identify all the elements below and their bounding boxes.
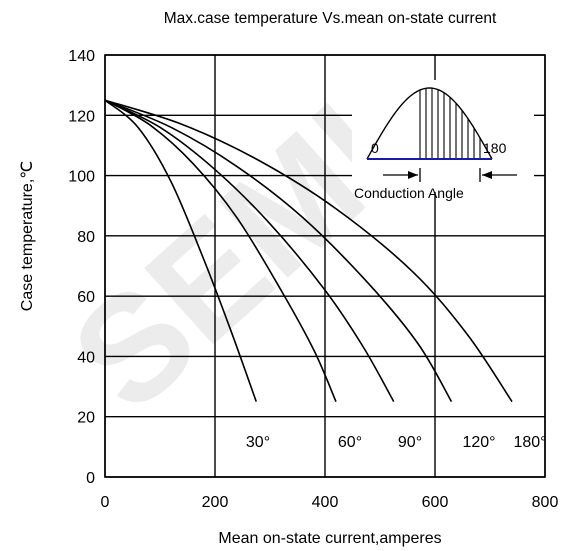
y-tick-label: 120	[68, 108, 95, 125]
series-line-4	[104, 99, 453, 403]
x-tick-label: 600	[422, 494, 449, 511]
x-axis-ticks: 0 200 400 600 800	[101, 494, 559, 511]
x-tick-label: 800	[532, 494, 559, 511]
y-tick-label: 40	[77, 349, 95, 366]
curve-label-2: 60°	[338, 434, 362, 451]
inset-right-label: 180	[483, 140, 507, 156]
inset-half-sine	[366, 87, 493, 160]
x-tick-label: 400	[312, 494, 339, 511]
chart-title: Max.case temperature Vs.mean on-state cu…	[164, 10, 497, 27]
inset-caption: Conduction Angle	[354, 185, 464, 201]
series-line-3	[104, 99, 395, 403]
x-axis-title: Mean on-state current,amperes	[218, 530, 441, 547]
y-tick-label: 0	[86, 470, 95, 487]
curve-label-4: 120°	[462, 434, 495, 451]
series-curves	[104, 99, 513, 403]
inset-background	[352, 80, 534, 192]
x-tick-label: 200	[202, 494, 229, 511]
inset-right-arrow-head	[482, 171, 492, 179]
curve-label-5: 180°	[513, 434, 546, 451]
y-tick-label: 20	[77, 410, 95, 427]
curve-label-3: 90°	[398, 434, 422, 451]
y-tick-label: 60	[77, 289, 95, 306]
y-axis-title: Case temperature,℃	[19, 161, 36, 311]
curve-labels: 30° 60° 90° 120° 180°	[246, 434, 547, 451]
plot-frame	[104, 54, 546, 478]
inset-left-label: 0	[371, 140, 379, 156]
conduction-angle-inset: 0 180 Conduction Angle	[352, 80, 534, 201]
y-tick-label: 100	[68, 169, 95, 186]
series-line-5	[104, 99, 513, 403]
inset-left-arrow-head	[408, 171, 418, 179]
inset-hatching	[419, 88, 481, 159]
x-tick-label: 0	[101, 494, 110, 511]
curve-label-1: 30°	[246, 434, 270, 451]
series-line-2	[104, 99, 337, 402]
series-line-1	[104, 99, 258, 402]
y-axis-ticks: 0 20 40 60 80 100 120 140	[68, 48, 95, 487]
y-tick-label: 80	[77, 229, 95, 246]
y-tick-label: 140	[68, 48, 95, 65]
